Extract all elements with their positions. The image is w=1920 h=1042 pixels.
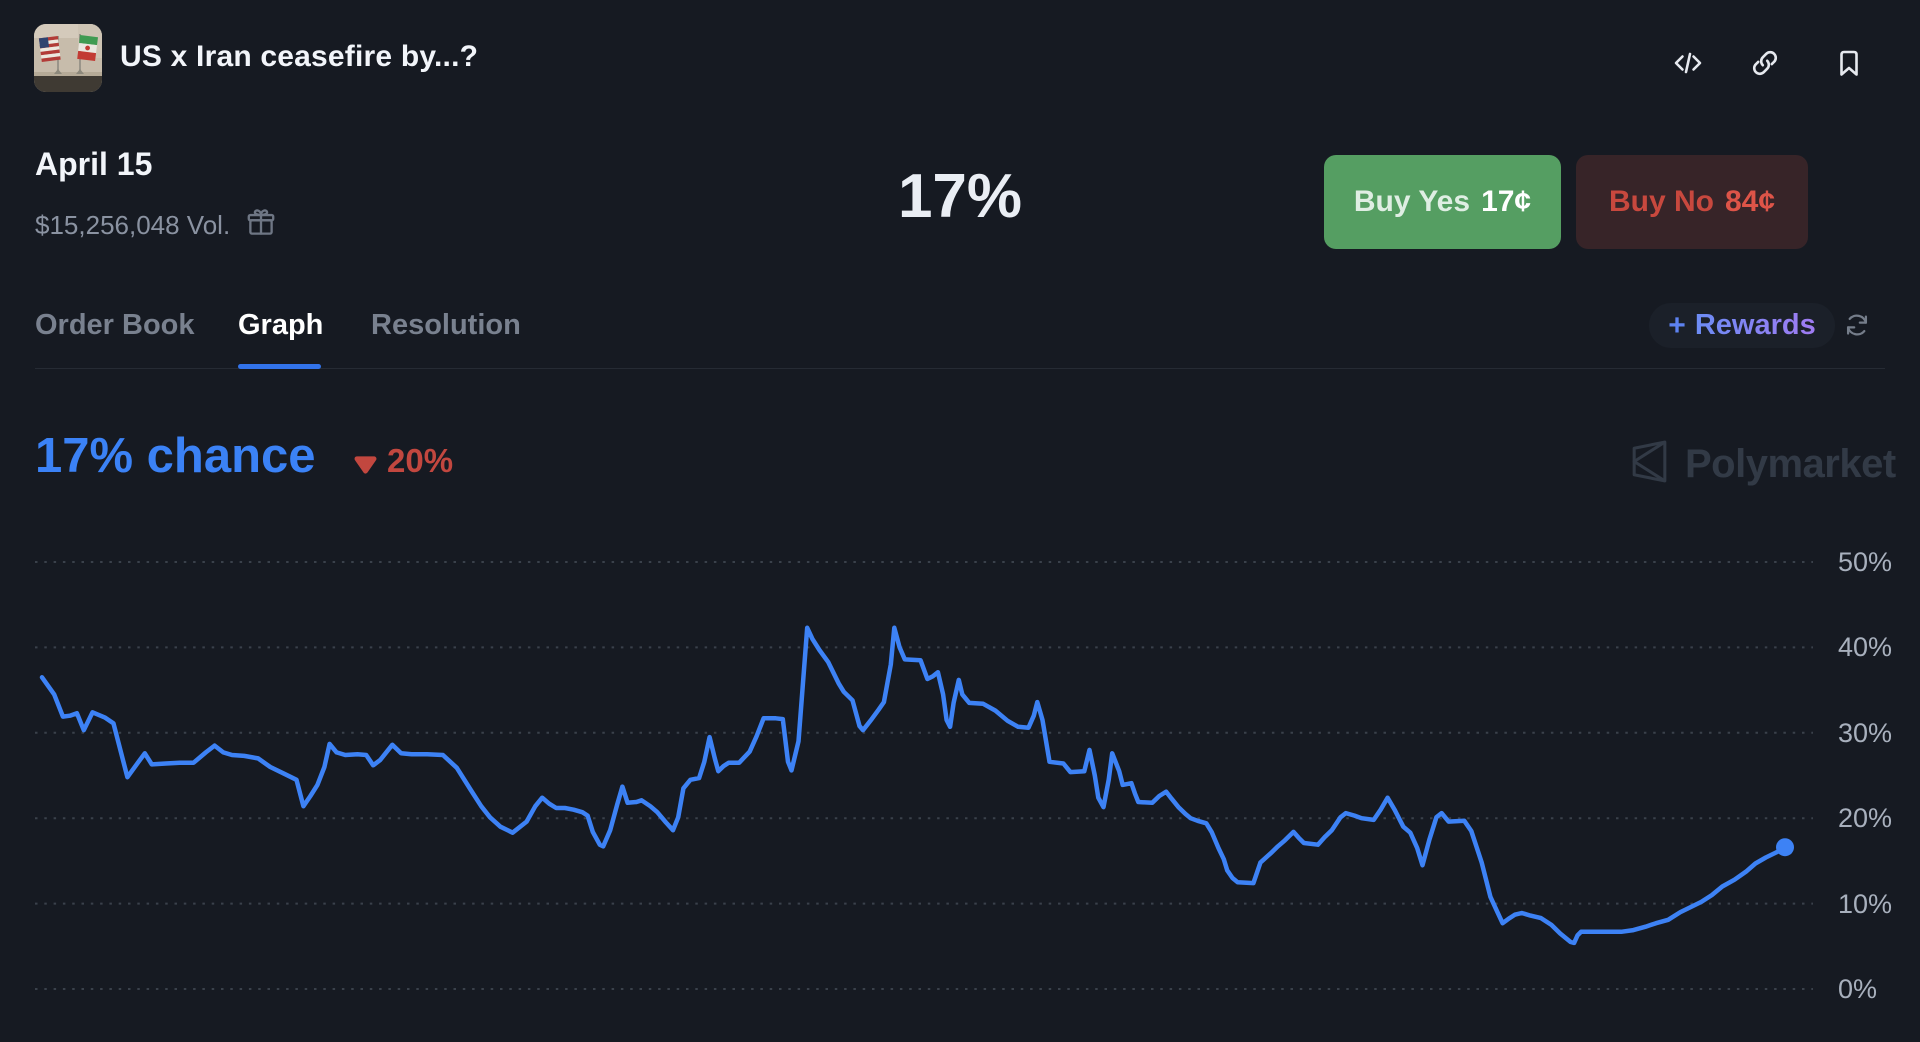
polymarket-logo-icon [1626,438,1673,490]
market-title: US x Iran ceasefire by...? [120,40,479,73]
rewards-label: Rewards [1694,309,1816,341]
chance-headline: 17% chance [35,429,316,483]
buy-no-label: Buy No [1608,185,1714,218]
price-chart[interactable] [35,540,1815,1020]
price-change-value: 20% [387,442,454,479]
y-axis-tick: 30% [1838,717,1893,748]
tab-graph[interactable]: Graph [238,309,324,341]
tab-order-book[interactable]: Order Book [35,309,195,341]
rewards-button[interactable]: + Rewards [1649,303,1835,348]
tab-resolution[interactable]: Resolution [371,309,521,341]
buy-yes-price: 17¢ [1481,185,1532,218]
gift-icon[interactable] [244,206,278,245]
buy-no-price: 84¢ [1724,185,1776,218]
price-down-triangle-icon [352,454,379,475]
polymarket-wordmark: Polymarket [1685,442,1896,486]
buy-no-button[interactable]: Buy No 84¢ [1576,155,1808,249]
copy-link-icon[interactable] [1749,47,1781,79]
y-axis-tick: 10% [1838,888,1893,919]
market-volume: $15,256,048 Vol. [35,210,231,240]
buy-yes-button[interactable]: Buy Yes 17¢ [1324,155,1561,249]
y-axis-tick: 0% [1838,974,1878,1004]
price-line [39,625,1788,946]
tabs-divider [35,368,1885,369]
market-date: April 15 [35,146,153,182]
refresh-icon[interactable] [1842,310,1872,340]
current-price: 17% [897,162,1023,231]
y-axis-tick: 50% [1838,547,1893,577]
plus-icon: + [1668,308,1686,342]
embed-code-icon[interactable] [1672,47,1704,79]
current-price-dot [1776,838,1794,857]
y-axis-tick: 20% [1838,803,1893,834]
market-image [34,24,102,92]
us-flag [38,36,61,62]
active-tab-underline [238,364,321,369]
buy-yes-label: Buy Yes [1353,185,1471,218]
y-axis-tick: 40% [1838,632,1893,663]
bookmark-icon[interactable] [1833,47,1865,79]
iran-flag [77,35,98,62]
polymarket-watermark: Polymarket [1626,438,1896,490]
